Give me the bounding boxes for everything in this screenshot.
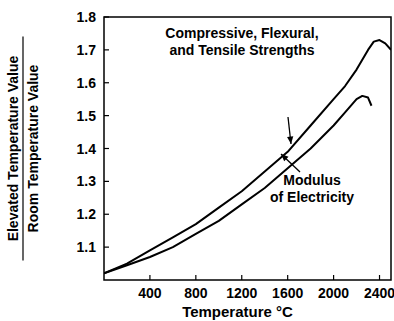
y-tick-label: 1.8 [77, 9, 97, 25]
y-tick [104, 115, 109, 116]
x-tick-label: 1200 [226, 285, 257, 301]
y-tick-label: 1.5 [77, 108, 97, 124]
x-tick [379, 275, 380, 280]
series-line [104, 40, 391, 273]
x-tick [333, 275, 334, 280]
y-tick [104, 148, 109, 149]
x-tick [149, 275, 150, 280]
arrow-head [287, 136, 293, 144]
y-axis-label-denominator: Room Temperature Value [25, 64, 41, 232]
y-tick-label: 1.3 [77, 173, 97, 189]
y-tick-label: 1.4 [77, 141, 97, 157]
y-tick [104, 82, 109, 83]
arrow-head [281, 154, 288, 161]
annotation: of Electricity [270, 189, 354, 205]
series-line [104, 96, 371, 274]
plot-frame [104, 17, 391, 280]
x-tick [195, 275, 196, 280]
annotation-arrow [281, 154, 300, 172]
y-tick-label: 1.7 [77, 42, 97, 58]
fraction-bar [22, 37, 23, 261]
y-tick [104, 214, 109, 215]
y-axis-label-numerator: Elevated Temperature Value [5, 55, 21, 241]
y-tick-label: 1.2 [77, 206, 97, 222]
x-tick-label: 2400 [364, 285, 394, 301]
x-tick-label: 400 [138, 285, 162, 301]
series-group [104, 40, 391, 273]
x-tick-label: 1600 [272, 285, 303, 301]
annotation: Modulus [283, 172, 341, 188]
annotation: Compressive, Flexural, [165, 25, 318, 41]
x-tick-label: 2000 [318, 285, 349, 301]
y-tick-label: 1.6 [77, 75, 97, 91]
chart: 1.1 1.2 1.3 1.4 1.5 1.6 1.7 1.8 400 800 1200 1600 20… [0, 0, 394, 321]
x-tick [287, 275, 288, 280]
x-tick-label: 800 [184, 285, 208, 301]
x-axis-label: Temperature °C [182, 303, 293, 320]
y-tick [104, 16, 109, 17]
y-tick [104, 247, 109, 248]
y-tick [104, 181, 109, 182]
y-tick [104, 49, 109, 50]
annotation: and Tensile Strengths [169, 42, 314, 58]
y-tick-label: 1.1 [77, 239, 97, 255]
x-tick [241, 275, 242, 280]
